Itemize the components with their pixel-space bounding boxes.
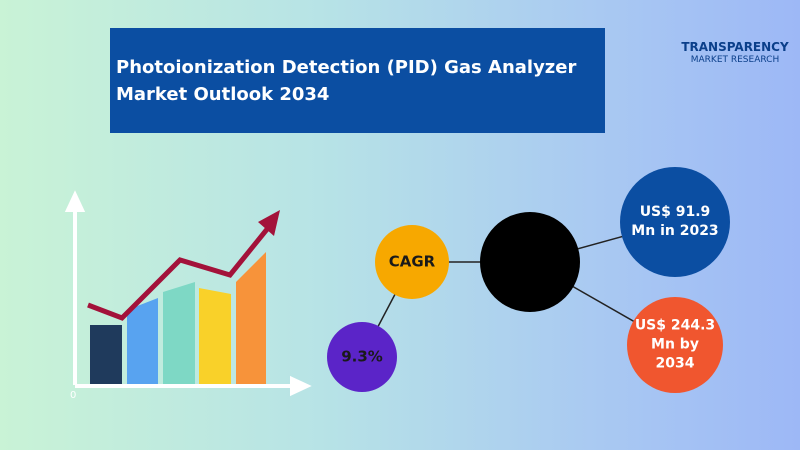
logo-subtitle: MARKET RESEARCH (690, 55, 780, 65)
market-2023-circle (620, 167, 730, 277)
icon-bar (199, 288, 231, 384)
x-arrow (290, 375, 312, 397)
icon-bar (236, 252, 266, 384)
cagr-circle (375, 225, 449, 299)
icon-bar (90, 325, 122, 384)
title: Photoionization Detection (PID) Gas Anal… (116, 57, 577, 105)
cagr-value: 9.3% (341, 347, 383, 366)
trend-line (87, 226, 270, 321)
title-box: Photoionization Detection (PID) Gas Anal… (110, 28, 605, 133)
cagr-value-circle (327, 322, 397, 392)
axis-origin: 0 (70, 390, 76, 401)
center-circle (480, 212, 580, 312)
market-2023: US$ 91.9 Mn in 2023 (631, 204, 719, 239)
cagr-label: CAGR (388, 252, 436, 271)
icon-bar (163, 282, 195, 384)
trend-arrow (258, 210, 280, 236)
market-2034-circle (627, 297, 723, 393)
market-2034: US$ 244.3 Mn by 2034 (634, 317, 716, 372)
axes (64, 190, 312, 397)
icon-bar (127, 298, 158, 384)
y-arrow (64, 190, 86, 212)
logo-name: TRANSPARENCY (681, 40, 789, 54)
